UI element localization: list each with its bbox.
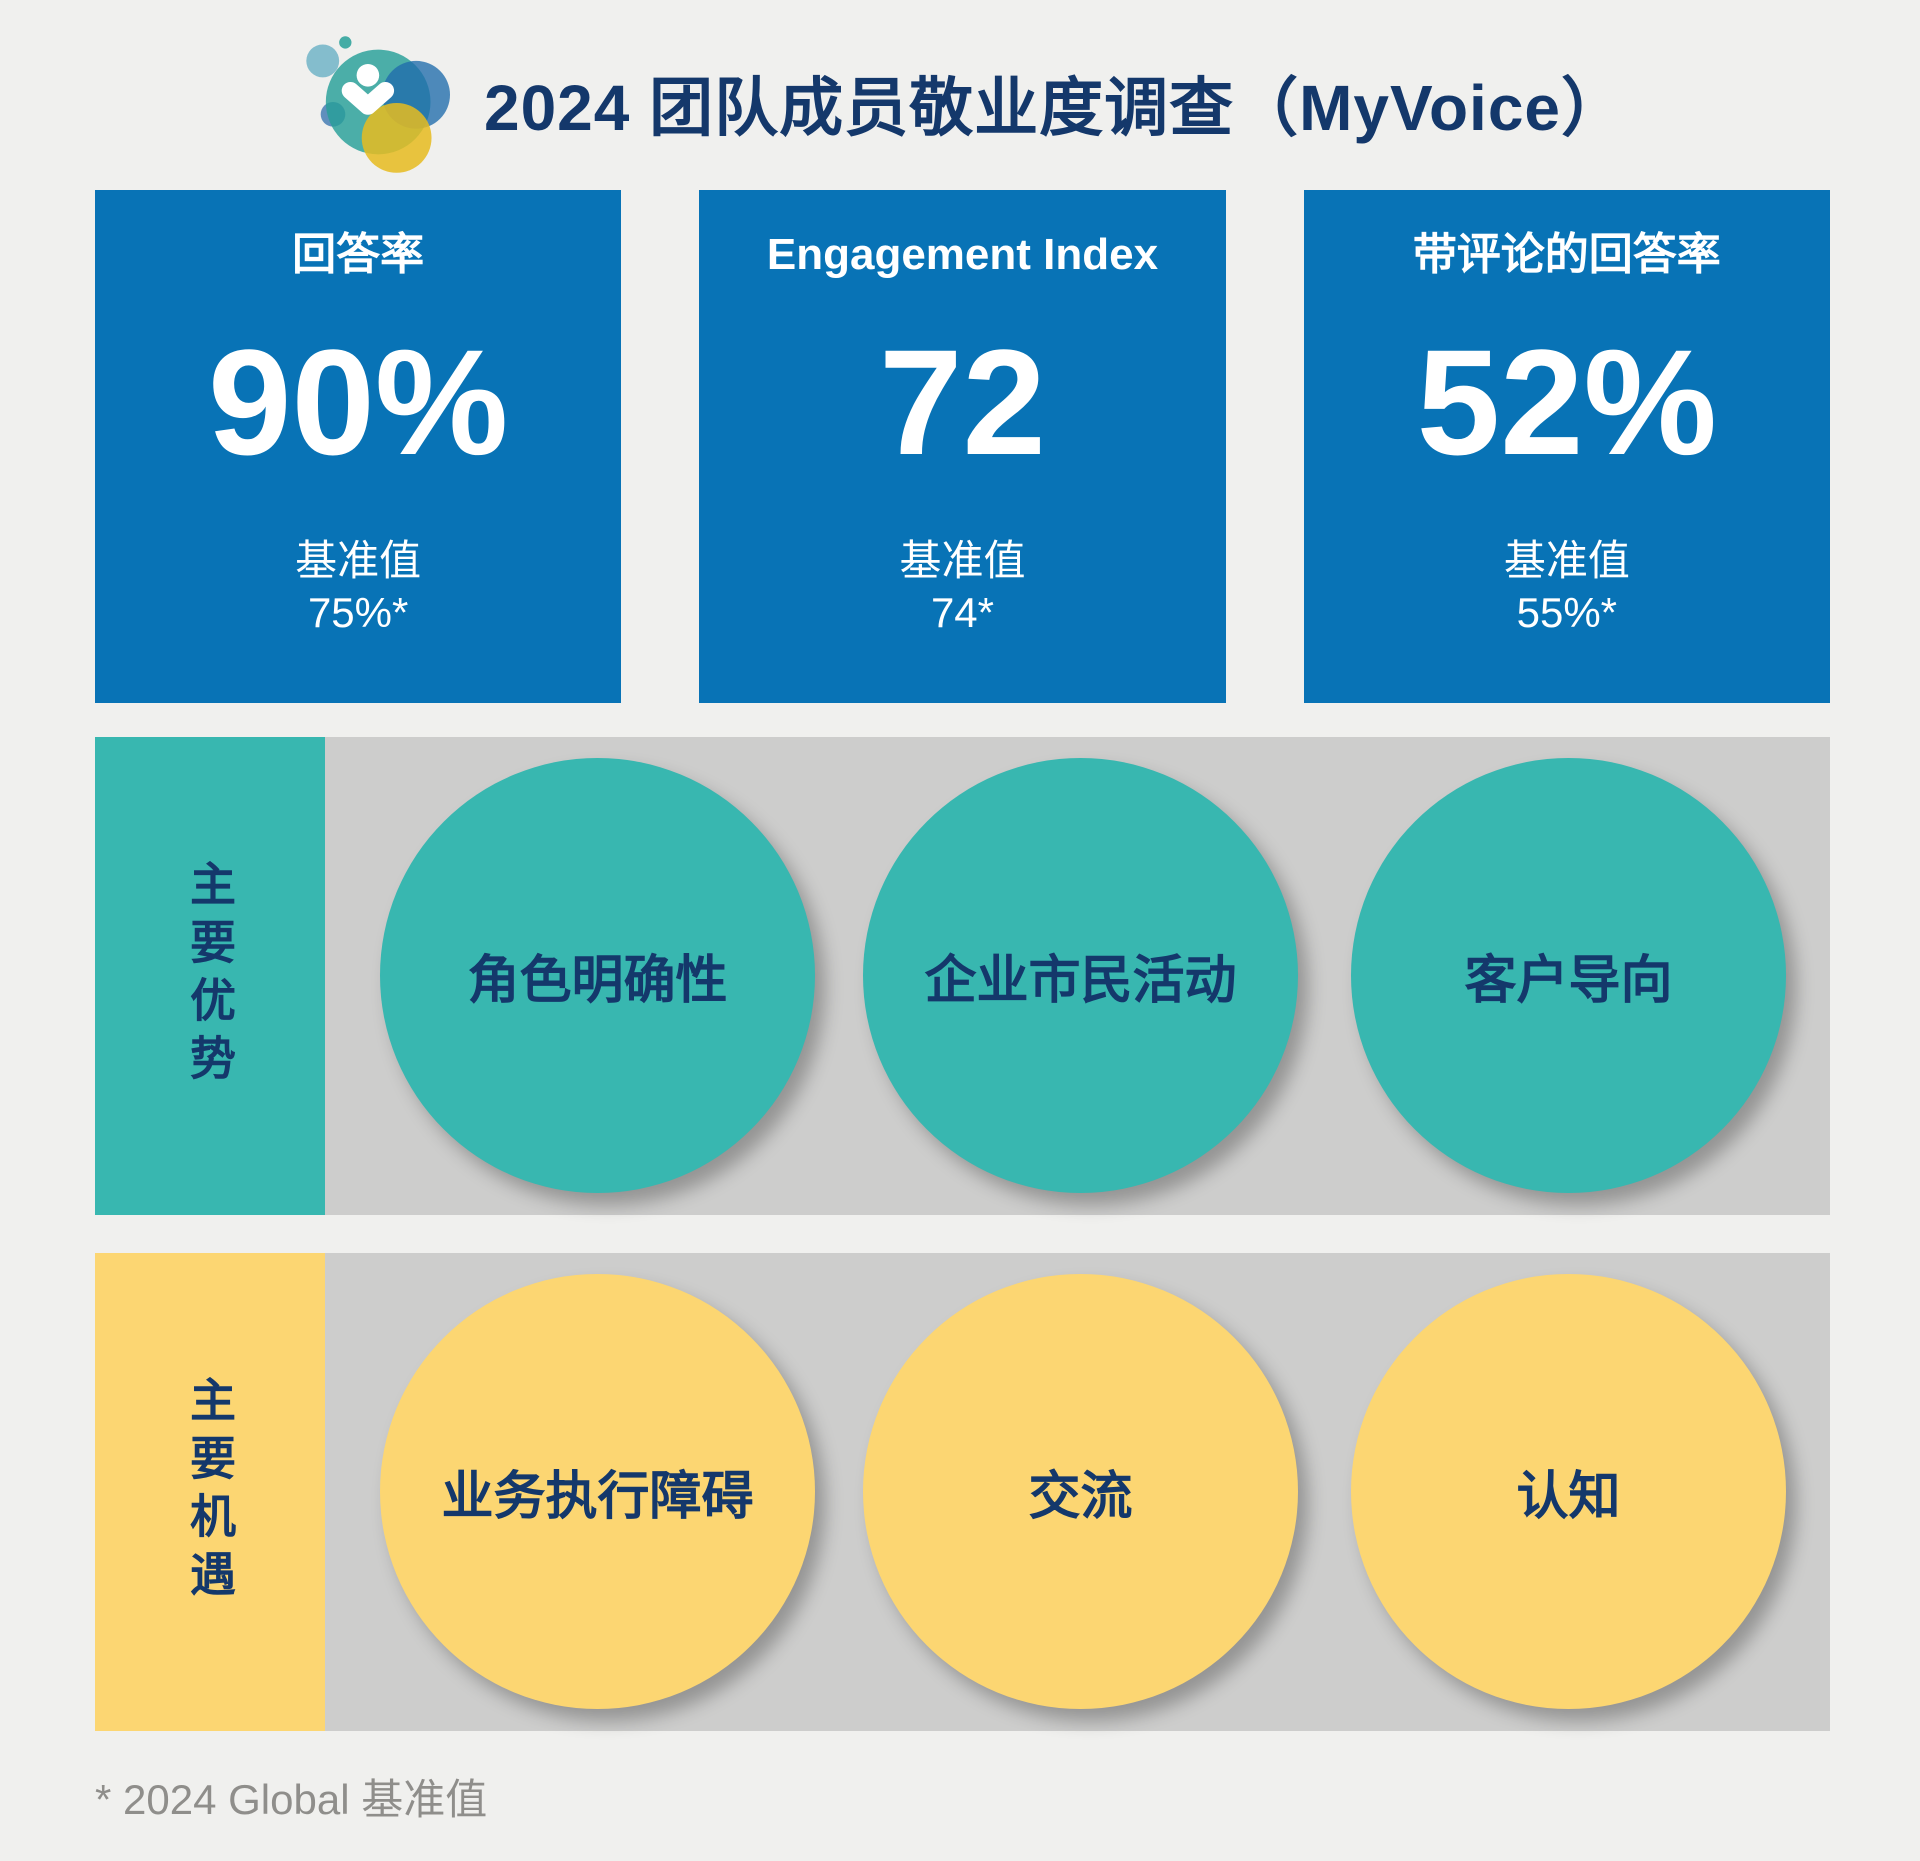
- kpi-benchmark-value: 55%*: [1516, 588, 1618, 636]
- opportunities-section-label: 主要机遇: [95, 1253, 325, 1731]
- kpi-value: 90%: [208, 317, 509, 486]
- kpi-benchmark-label: 基准值: [1503, 536, 1630, 584]
- strength-bubble-customer-orientation: 客户导向: [1351, 758, 1786, 1193]
- kpi-value: 52%: [1416, 317, 1717, 486]
- kpi-title: 带评论的回答率: [1412, 230, 1721, 279]
- strengths-section-label: 主要优势: [95, 737, 325, 1215]
- strength-bubble-corporate-citizenship: 企业市民活动: [863, 758, 1298, 1193]
- kpi-card-engagement-index: Engagement Index 72 基准值 74*: [699, 190, 1226, 703]
- kpi-title: Engagement Index: [766, 230, 1159, 279]
- header: 2024 团队成员敬业度调查（MyVoice）: [0, 28, 1920, 178]
- kpi-card-response-rate-with-comments: 带评论的回答率 52% 基准值 55%*: [1303, 190, 1830, 703]
- strength-bubble-role-clarity: 角色明确性: [380, 758, 815, 1193]
- myvoice-logo-icon: [306, 36, 450, 173]
- kpi-benchmark-value: 75%*: [307, 588, 409, 636]
- strengths-label-text: 主要优势: [184, 860, 236, 1092]
- opportunities-label-text: 主要机遇: [184, 1376, 236, 1608]
- person-icon: [341, 64, 395, 115]
- opportunities-section: 主要机遇 业务执行障碍 交流 认知: [95, 1253, 1830, 1731]
- opportunity-bubble-communication: 交流: [863, 1274, 1298, 1709]
- kpi-cards-row: 回答率 90% 基准值 75%* Engagement Index 72 基准值…: [95, 190, 1830, 703]
- kpi-benchmark-label: 基准值: [295, 536, 422, 584]
- kpi-value: 72: [879, 317, 1046, 486]
- kpi-benchmark-label: 基准值: [899, 536, 1026, 584]
- opportunity-bubble-recognition: 认知: [1351, 1274, 1786, 1709]
- kpi-card-response-rate: 回答率 90% 基准值 75%*: [95, 190, 622, 703]
- kpi-title: 回答率: [292, 230, 425, 279]
- benchmark-footnote: * 2024 Global 基准值: [95, 1776, 488, 1823]
- opportunity-bubble-execution-barriers: 业务执行障碍: [380, 1274, 815, 1709]
- strengths-section: 主要优势 角色明确性 企业市民活动 客户导向: [95, 737, 1830, 1215]
- kpi-benchmark-value: 74*: [930, 588, 995, 636]
- page-title: 2024 团队成员敬业度调查（MyVoice）: [483, 72, 1627, 144]
